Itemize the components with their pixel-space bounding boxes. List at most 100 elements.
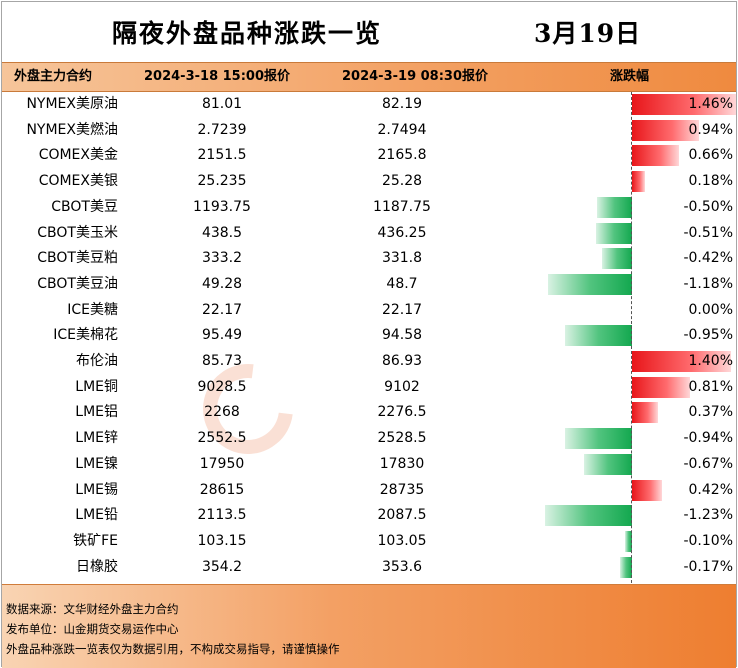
table-row: CBOT美豆粕 333.2 331.8 -0.42% — [2, 246, 736, 272]
price-now: 48.7 — [386, 275, 418, 292]
change-bar-up — [632, 479, 662, 501]
change-percent: 0.81% — [688, 378, 733, 395]
price-now: 2276.5 — [377, 404, 427, 421]
price-prev: 49.28 — [201, 275, 243, 292]
change-percent: 0.42% — [688, 481, 733, 498]
price-prev: 2113.5 — [197, 507, 247, 524]
price-prev: 85.73 — [201, 353, 243, 369]
contract-name: CBOT美豆粕 — [37, 250, 118, 267]
price-now: 25.28 — [381, 173, 423, 190]
change-bar-down — [619, 556, 632, 578]
change-bar-up — [632, 171, 645, 193]
table-row: LME铜 9028.5 9102 0.81% — [2, 375, 736, 401]
price-prev: 354.2 — [201, 558, 243, 575]
title-bar: 隔夜外盘品种涨跌一览 3月19日 — [2, 2, 736, 62]
table-row: NYMEX美燃油 2.7239 2.7494 0.94% — [2, 118, 736, 144]
price-now: 353.6 — [381, 558, 423, 575]
change-percent: 0.37% — [688, 404, 733, 421]
table-row: ICE美棉花 95.49 94.58 -0.95% — [2, 323, 736, 349]
table-row: CBOT美豆 1193.75 1187.75 -0.50% — [2, 195, 736, 221]
price-now: 2528.5 — [377, 430, 427, 447]
price-now: 9102 — [384, 378, 420, 395]
change-percent: -0.67% — [683, 455, 733, 472]
price-prev: 28615 — [199, 481, 245, 498]
footer-disclaimer: 外盘品种涨跌一览表仅为数据引用，不构成交易指导，请谨慎操作 — [6, 642, 340, 656]
header-price-prev: 2024-3-18 15:00报价 — [144, 69, 291, 84]
price-prev: 2268 — [204, 404, 240, 421]
price-prev: 95.49 — [201, 327, 243, 344]
page-title: 隔夜外盘品种涨跌一览 — [112, 19, 383, 48]
price-now: 2.7494 — [377, 121, 427, 138]
price-now: 436.25 — [377, 224, 427, 241]
change-percent: 0.00% — [688, 301, 733, 318]
change-bar-down — [565, 428, 632, 450]
change-percent: -0.51% — [683, 224, 733, 241]
table-row: NYMEX美原油 81.01 82.19 1.46% — [2, 92, 736, 118]
price-now: 86.93 — [381, 353, 423, 369]
table-row: LME锡 28615 28735 0.42% — [2, 478, 736, 504]
contract-name: LME铅 — [75, 507, 118, 524]
change-bar-down — [596, 196, 632, 218]
price-prev: 17950 — [199, 455, 245, 472]
report-date: 3月19日 — [534, 19, 642, 48]
contract-name: CBOT美玉米 — [37, 224, 118, 241]
price-now: 103.05 — [377, 532, 427, 549]
price-prev: 1193.75 — [193, 198, 251, 215]
price-now: 28735 — [379, 481, 425, 498]
contract-name: COMEX美金 — [38, 147, 118, 164]
change-bar-down — [584, 453, 632, 475]
change-bar-up — [632, 145, 679, 167]
header-price-now: 2024-3-19 08:30报价 — [342, 69, 489, 84]
price-now: 94.58 — [381, 327, 423, 344]
contract-name: ICE美糖 — [67, 301, 118, 318]
footer-publisher: 发布单位：山金期货交易运作中心 — [6, 622, 179, 636]
contract-name: ICE美棉花 — [53, 327, 118, 344]
change-bar-up — [632, 402, 659, 424]
table-row: COMEX美金 2151.5 2165.8 0.66% — [2, 143, 736, 169]
table-row: ICE美糖 22.17 22.17 0.00% — [2, 298, 736, 324]
change-bar-down — [548, 273, 632, 295]
price-prev: 9028.5 — [197, 378, 247, 395]
table-row: LME锌 2552.5 2528.5 -0.94% — [2, 426, 736, 452]
price-now: 2165.8 — [377, 147, 427, 164]
footer-source: 数据来源：文华财经外盘主力合约 — [6, 602, 179, 616]
change-percent: 0.94% — [688, 121, 733, 138]
price-prev: 81.01 — [201, 96, 243, 112]
table-row: 日橡胶 354.2 353.6 -0.17% — [2, 555, 736, 581]
table-row: COMEX美银 25.235 25.28 0.18% — [2, 169, 736, 195]
change-percent: -0.10% — [683, 532, 733, 549]
change-percent: -0.42% — [683, 250, 733, 267]
price-prev: 22.17 — [201, 301, 243, 318]
price-prev: 2552.5 — [197, 430, 247, 447]
contract-name: LME铝 — [75, 404, 118, 421]
change-bar-up — [632, 94, 736, 115]
table-row: 布伦油 85.73 86.93 1.40% — [2, 349, 736, 375]
price-now: 17830 — [379, 455, 425, 472]
contract-name: LME锡 — [75, 481, 118, 498]
contract-name: CBOT美豆 — [51, 198, 118, 215]
price-prev: 333.2 — [201, 250, 243, 267]
table-row: LME铝 2268 2276.5 0.37% — [2, 400, 736, 426]
price-now: 82.19 — [381, 96, 423, 112]
contract-name: LME镍 — [75, 455, 118, 472]
change-bar-down — [624, 530, 632, 552]
price-now: 331.8 — [381, 250, 423, 267]
change-percent: -0.50% — [683, 198, 733, 215]
price-prev: 103.15 — [197, 532, 247, 549]
table-row: LME铅 2113.5 2087.5 -1.23% — [2, 503, 736, 529]
price-prev: 25.235 — [197, 173, 247, 190]
change-percent: -1.18% — [683, 275, 733, 292]
contract-name: NYMEX美原油 — [26, 96, 118, 112]
table-header: 外盘主力合约 2024-3-18 15:00报价 2024-3-19 08:30… — [2, 62, 736, 92]
header-change: 涨跌幅 — [610, 69, 650, 84]
price-now: 1187.75 — [373, 198, 431, 215]
contract-name: CBOT美豆油 — [37, 275, 118, 292]
change-percent: 0.66% — [688, 147, 733, 164]
price-prev: 2151.5 — [197, 147, 247, 164]
table-row: 铁矿FE 103.15 103.05 -0.10% — [2, 529, 736, 555]
change-bar-down — [595, 222, 632, 244]
change-percent: -0.95% — [683, 327, 733, 344]
change-percent: -0.94% — [683, 430, 733, 447]
table-row: CBOT美玉米 438.5 436.25 -0.51% — [2, 221, 736, 247]
